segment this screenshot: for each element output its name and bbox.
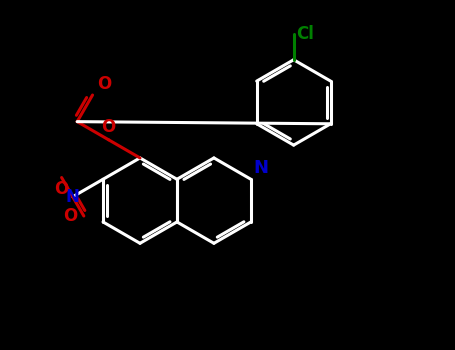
Text: N: N: [253, 159, 268, 177]
Text: O: O: [55, 180, 69, 198]
Text: O: O: [97, 75, 111, 93]
Text: N: N: [66, 188, 80, 206]
Text: O: O: [101, 118, 116, 136]
Text: Cl: Cl: [296, 25, 313, 43]
Text: O: O: [63, 207, 77, 225]
